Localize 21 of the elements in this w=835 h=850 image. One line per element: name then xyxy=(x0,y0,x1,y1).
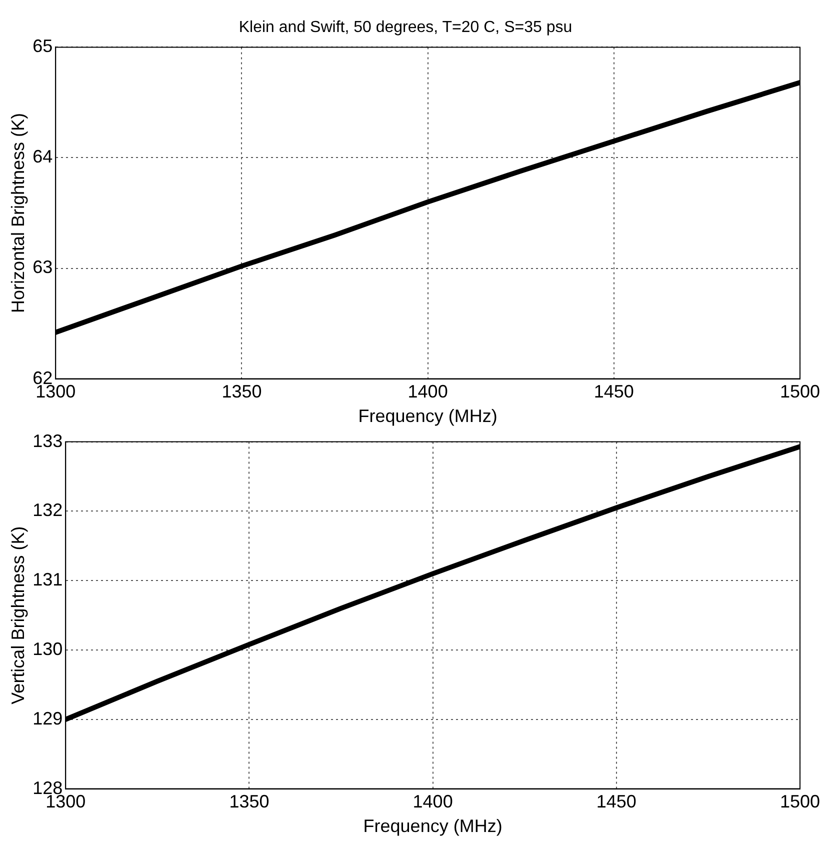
y-tick-label: 64 xyxy=(32,146,53,167)
y-tick-label: 130 xyxy=(32,638,63,659)
y-tick-label: 133 xyxy=(32,430,63,451)
y-axis-title: Vertical Brightness (K) xyxy=(8,526,28,704)
x-axis-title: Frequency (MHz) xyxy=(363,816,502,836)
y-tick-label: 63 xyxy=(32,257,53,278)
y-tick-label: 65 xyxy=(32,36,53,56)
x-tick-label: 1500 xyxy=(780,382,820,402)
x-tick-label: 1450 xyxy=(596,792,636,812)
x-tick-label: 1350 xyxy=(229,792,270,812)
x-tick-label: 1400 xyxy=(412,792,453,812)
x-tick-label: 1400 xyxy=(408,382,448,402)
y-tick-label: 129 xyxy=(32,708,63,728)
y-tick-label: 131 xyxy=(32,570,63,590)
x-tick-label: 1350 xyxy=(222,382,262,402)
x-tick-label: 1500 xyxy=(780,792,820,812)
y-axis-title: Horizontal Brightness (K) xyxy=(8,112,28,314)
y-tick-label: 132 xyxy=(32,500,63,520)
x-tick-label: 1450 xyxy=(594,382,634,402)
chart-title: Klein and Swift, 50 degrees, T=20 C, S=35 psu xyxy=(238,19,572,36)
x-axis-title: Frequency (MHz) xyxy=(358,406,498,426)
